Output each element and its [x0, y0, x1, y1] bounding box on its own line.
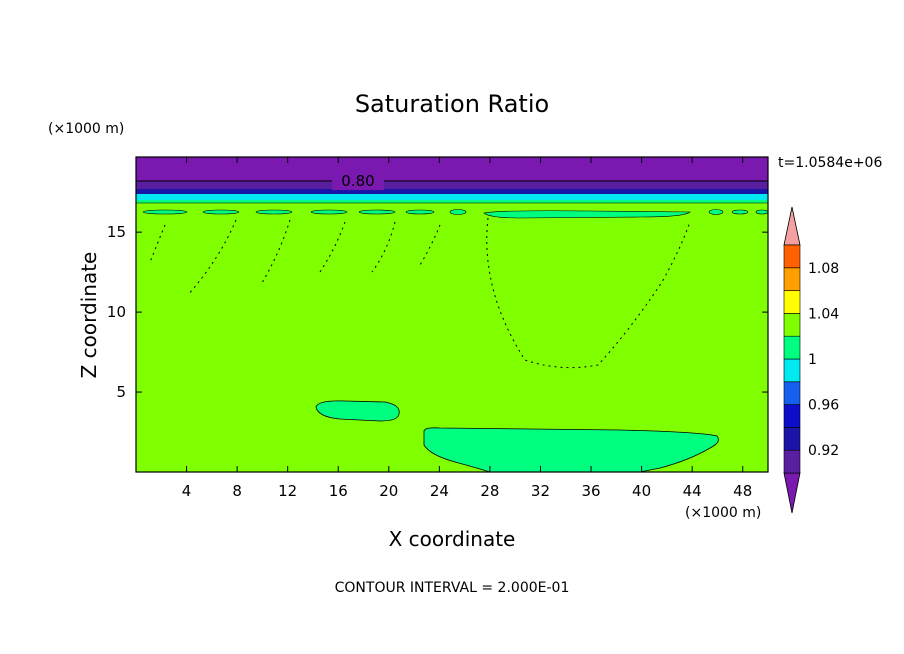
- x-tick-label: 24: [430, 482, 449, 500]
- dotted-contour-traces: [149, 217, 691, 369]
- colorbar: 0.92 0.96 1 1.04 1.08: [783, 206, 839, 514]
- x-axis-ticks: 4 8 12 16 20 24 28 32 36 40 44 48: [182, 157, 752, 500]
- upper-small-blob: [202, 209, 240, 215]
- upper-band-transition: [136, 200, 768, 203]
- dotted-trace: [187, 219, 237, 296]
- colorbar-swatch: [783, 290, 801, 314]
- upper-band-blue: [136, 189, 768, 194]
- colorbar-under-arrow: [783, 472, 801, 514]
- field-background: [136, 157, 768, 472]
- plot-frame: [135, 156, 769, 473]
- upper-small-blob: [405, 209, 435, 215]
- y-axis-ticks: 5 10 15: [107, 223, 768, 401]
- upper-small-blob: [310, 209, 348, 215]
- upper-band-cyan: [136, 194, 768, 200]
- dotted-trace: [317, 221, 346, 276]
- colorbar-swatch: [783, 404, 801, 428]
- colorbar-swatch: [783, 335, 801, 360]
- x-axis-label: X coordinate: [389, 527, 516, 551]
- colorbar-over-arrow: [783, 206, 801, 246]
- contour-interval-note: CONTOUR INTERVAL = 2.000E-01: [335, 580, 570, 596]
- x-tick-label: 32: [531, 482, 550, 500]
- dotted-trace: [486, 217, 691, 369]
- y-units-label: (×1000 m): [48, 121, 124, 137]
- colorbar-label: 0.96: [808, 398, 839, 414]
- x-tick-label: 4: [182, 482, 192, 500]
- colorbar-swatch: [783, 358, 801, 383]
- colorbar-swatch: [783, 313, 801, 337]
- colorbar-label: 1.08: [808, 261, 839, 277]
- x-tick-label: 44: [683, 482, 702, 500]
- x-tick-label: 12: [278, 482, 297, 500]
- colorbar-swatch: [783, 381, 801, 405]
- x-units-label: (×1000 m): [685, 505, 761, 521]
- upper-small-blob: [142, 209, 188, 215]
- upper-small-blob: [255, 209, 293, 215]
- upper-small-blob: [731, 209, 749, 215]
- upper-small-blob: [755, 209, 769, 215]
- colorbar-label: 1: [808, 352, 817, 368]
- colorbar-swatch: [783, 427, 801, 451]
- upper-blob: [483, 210, 691, 219]
- colorbar-swatch: [783, 267, 801, 291]
- y-tick-label: 15: [107, 223, 126, 241]
- chart-title: Saturation Ratio: [355, 90, 549, 118]
- upper-small-blob: [358, 209, 396, 215]
- colorbar-swatch: [783, 244, 801, 269]
- upper-small-blob: [708, 209, 724, 215]
- time-label: t=1.0584e+06: [778, 155, 882, 171]
- colorbar-label: 0.92: [808, 443, 839, 459]
- x-tick-label: 48: [733, 482, 752, 500]
- upper-small-blob: [449, 209, 467, 215]
- upper-band-region: [136, 157, 768, 181]
- upper-band-dark: [136, 181, 768, 189]
- y-tick-label: 5: [116, 383, 126, 401]
- left-blob: [315, 400, 400, 422]
- x-tick-label: 28: [480, 482, 499, 500]
- contour-line-label: 0.80: [341, 172, 374, 190]
- x-tick-label: 40: [632, 482, 651, 500]
- x-tick-label: 20: [379, 482, 398, 500]
- colorbar-label: 1.04: [808, 306, 839, 322]
- x-tick-label: 16: [329, 482, 348, 500]
- dotted-trace: [261, 219, 291, 284]
- lower-blob: [423, 427, 719, 473]
- x-tick-label: 8: [232, 482, 242, 500]
- x-tick-label: 36: [581, 482, 600, 500]
- colorbar-swatch: [783, 449, 801, 474]
- dotted-trace: [149, 224, 166, 263]
- y-axis-label: Z coordinate: [77, 252, 101, 379]
- plot-area: 0.80: [135, 156, 769, 473]
- y-tick-label: 10: [107, 303, 126, 321]
- contour-label-bg: [332, 170, 384, 190]
